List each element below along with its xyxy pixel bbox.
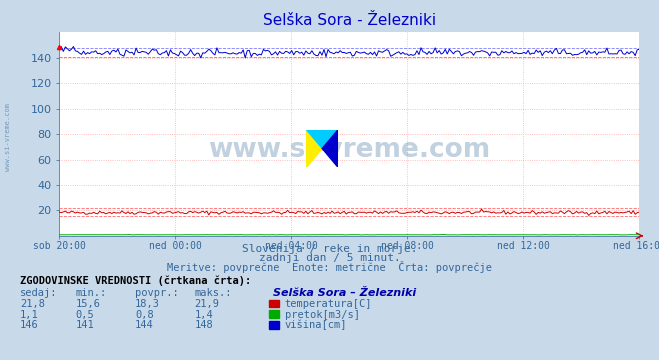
Text: 141: 141 [76,320,94,330]
Text: zadnji dan / 5 minut.: zadnji dan / 5 minut. [258,253,401,264]
Text: sedaj:: sedaj: [20,288,57,298]
Title: Selška Sora - Železniki: Selška Sora - Železniki [263,13,436,28]
Polygon shape [306,130,322,167]
Text: temperatura[C]: temperatura[C] [285,299,372,309]
Text: min.:: min.: [76,288,107,298]
Polygon shape [322,130,338,167]
Text: 21,8: 21,8 [20,299,45,309]
Text: pretok[m3/s]: pretok[m3/s] [285,310,360,320]
Text: 144: 144 [135,320,154,330]
Text: 21,9: 21,9 [194,299,219,309]
Text: 0,5: 0,5 [76,310,94,320]
Text: povpr.:: povpr.: [135,288,179,298]
Text: www.si-vreme.com: www.si-vreme.com [5,103,11,171]
Text: maks.:: maks.: [194,288,232,298]
Text: 1,4: 1,4 [194,310,213,320]
Text: Selška Sora – Železniki: Selška Sora – Železniki [273,288,416,298]
Text: 0,8: 0,8 [135,310,154,320]
Text: 1,1: 1,1 [20,310,38,320]
Text: ZGODOVINSKE VREDNOSTI (črtkana črta):: ZGODOVINSKE VREDNOSTI (črtkana črta): [20,276,251,287]
Text: Meritve: povprečne  Enote: metrične  Črta: povprečje: Meritve: povprečne Enote: metrične Črta:… [167,261,492,273]
Text: 18,3: 18,3 [135,299,160,309]
Text: 15,6: 15,6 [76,299,101,309]
Text: Slovenija / reke in morje.: Slovenija / reke in morje. [242,244,417,254]
Text: 146: 146 [20,320,38,330]
Text: 148: 148 [194,320,213,330]
Text: www.si-vreme.com: www.si-vreme.com [208,138,490,163]
Text: višina[cm]: višina[cm] [285,320,347,330]
Polygon shape [306,130,338,148]
